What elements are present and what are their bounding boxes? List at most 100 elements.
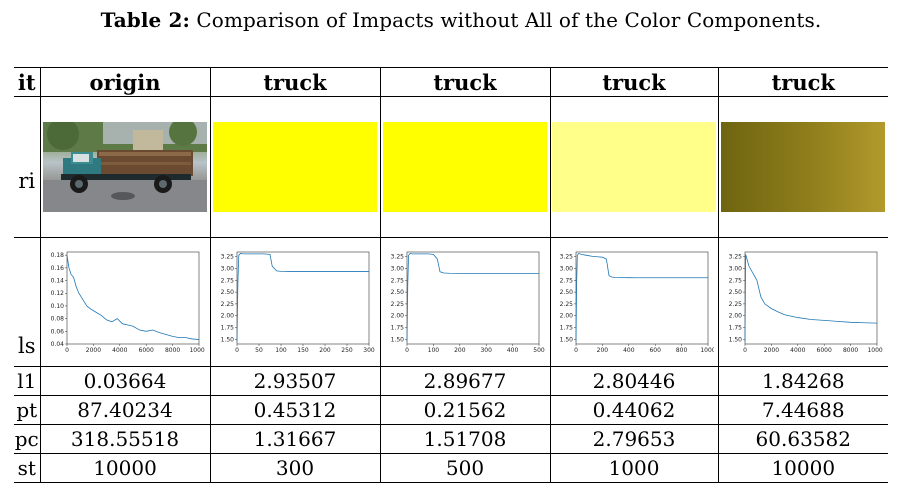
plot-cell-0: 0 2000 4000 6000 8000 10000 0.04 0.06 0.08 0.10 0.… [39,237,210,367]
y-tick-label: 2.75 [391,277,405,284]
y-tick-label: 1.75 [221,324,235,331]
x-tick-label: 2000 [764,347,779,354]
y-tick-label: 2.00 [391,313,405,320]
table-row-pc: pc 318.55518 1.31667 1.51708 2.79653 60.… [14,424,888,454]
y-tick-label: 3.00 [560,266,574,273]
row-label-pt: pt [14,395,40,425]
column-header-truck-3: truck [549,67,718,97]
pc-origin: 318.55518 [39,424,210,454]
y-tick-label: 2.00 [729,313,743,320]
plot-frame [66,251,200,345]
y-tick-label: 1.75 [560,324,574,331]
table-row-l1: l1 0.03664 2.93507 2.89677 2.80446 1.842… [14,366,888,396]
x-tick-label: 400 [623,347,635,354]
loss-series-line [236,252,369,342]
y-tick-label: 2.75 [221,277,235,284]
pc-truck-2: 1.51708 [379,424,550,454]
plot-frame [744,251,878,345]
loss-series-line [406,252,539,342]
column-header-truck-2: truck [379,67,550,97]
x-tick-label: 2000 [86,347,101,354]
y-tick-label: 0.16 [51,265,65,272]
origin-image-cell [39,96,210,238]
color-swatch-4 [721,122,886,212]
x-tick-label: 300 [480,347,492,354]
row-label-pc: pc [14,424,40,454]
x-tick-label: 6000 [139,347,154,354]
truck-photo [43,122,207,212]
x-tick-label: 200 [454,347,466,354]
y-tick-label: 3.25 [560,254,574,261]
x-tick-label: 0 [65,347,69,354]
plot-cell-4: 0 2000 4000 6000 8000 10000 1.50 1.75 2.00 2.25 2.… [717,237,888,367]
plot-frame [406,251,540,345]
y-tick-label: 0.10 [51,303,65,310]
y-tick-label: 2.50 [560,289,574,296]
x-tick-label: 0 [743,347,747,354]
y-tick-label: 2.00 [221,313,235,320]
column-header-truck-4: truck [717,67,888,97]
l1-truck-4: 1.84268 [717,366,888,396]
header-row: it origin truck truck truck truck [14,67,888,97]
y-tick-label: 0.12 [51,290,65,297]
loss-series-line [744,254,878,342]
x-tick-label: 250 [341,347,353,354]
y-tick-label: 0.06 [51,328,65,335]
y-tick-label: 1.75 [391,324,405,331]
l1-origin: 0.03664 [39,366,210,396]
y-tick-label: 2.25 [391,301,405,308]
pc-truck-4: 60.63582 [717,424,888,454]
x-tick-label: 200 [319,347,331,354]
y-tick-label: 2.75 [729,277,743,284]
loss-plot-truck-300: 0 50 100 150 200 250 300 1.50 1.75 2.00 2.25 2.50 2.… [221,251,375,354]
y-tick-label: 3.25 [221,254,235,261]
x-tick-label: 0 [574,347,578,354]
x-tick-label: 400 [507,347,519,354]
x-tick-label: 600 [649,347,661,354]
plot-cell-3: 0 200 400 600 800 1000 1.50 1.75 2.00 2.25 2.50 2.7… [549,237,718,367]
x-tick-label: 8000 [165,347,180,354]
y-tick-label: 3.25 [729,254,743,261]
x-tick-label: 1000 [700,347,714,354]
y-tick-label: 1.50 [391,336,405,343]
x-tick-label: 500 [533,347,545,354]
color-swatch-2 [383,122,547,212]
y-tick-label: 1.50 [560,336,574,343]
x-tick-label: 0 [405,347,409,354]
table-caption: Table 2: Comparison of Impacts without A… [0,8,922,32]
loss-plot-truck-500: 0 100 200 300 400 500 1.50 1.75 2.00 2.25 2.50 2.75… [391,251,545,354]
loss-series-line [575,252,708,342]
loss-plot-truck-1000: 0 200 400 600 800 1000 1.50 1.75 2.00 2.25 2.50 2.7… [560,251,714,354]
y-tick-label: 2.50 [391,289,405,296]
y-tick-label: 1.50 [729,336,743,343]
y-tick-label: 2.25 [221,301,235,308]
swatch-cell-3 [549,96,718,238]
st-truck-3: 1000 [549,453,718,483]
st-truck-2: 500 [379,453,550,483]
plot-frame [575,251,709,345]
x-tick-label: 50 [255,347,263,354]
plot-cell-1: 0 50 100 150 200 250 300 1.50 1.75 2.00 2.25 2.50 2.… [209,237,380,367]
x-tick-label: 10000 [868,347,884,354]
swatch-cell-1 [209,96,380,238]
pt-truck-3: 0.44062 [549,395,718,425]
caption-label: Table 2: [100,8,190,32]
x-tick-label: 8000 [843,347,858,354]
st-origin: 10000 [39,453,210,483]
x-tick-label: 800 [676,347,688,354]
color-swatch-3 [552,122,716,212]
truck-photo-illustration [43,122,207,212]
x-tick-label: 4000 [790,347,805,354]
x-tick-label: 200 [597,347,609,354]
pc-truck-1: 1.31667 [209,424,380,454]
y-tick-label: 0.08 [51,316,65,323]
loss-series-line [66,255,200,340]
y-tick-label: 0.18 [51,252,65,259]
l1-truck-2: 2.89677 [379,366,550,396]
x-tick-label: 0 [235,347,239,354]
y-tick-label: 3.00 [221,266,235,273]
y-tick-label: 0.14 [51,278,65,285]
y-tick-label: 2.50 [729,289,743,296]
pt-origin: 87.40234 [39,395,210,425]
y-tick-label: 2.25 [729,301,743,308]
